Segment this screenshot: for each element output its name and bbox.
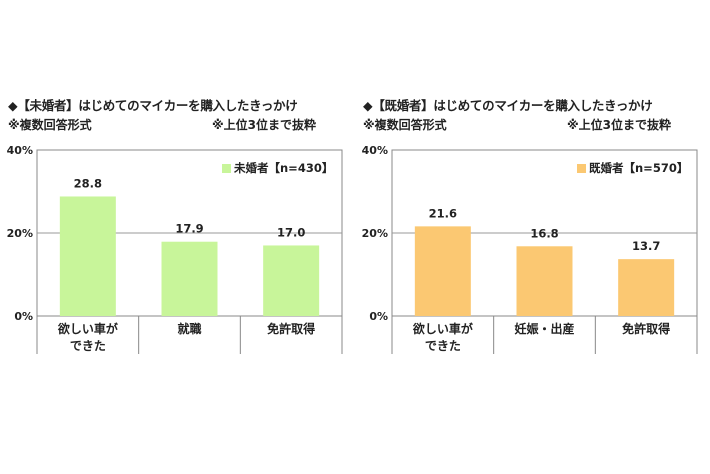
y-tick-label: 40% <box>362 144 388 157</box>
bar <box>414 226 471 316</box>
bar <box>618 259 675 316</box>
data-label: 13.7 <box>632 239 660 253</box>
data-label: 17.0 <box>277 225 305 239</box>
bar <box>161 241 218 316</box>
chart-note-right: ※上位3位まで抜粋 <box>567 118 672 132</box>
data-label: 21.6 <box>429 206 457 220</box>
y-tick-label: 20% <box>362 227 388 240</box>
y-tick-label: 0% <box>369 310 388 323</box>
category-label: できた <box>70 339 106 353</box>
legend-label: 未婚者【n=430】 <box>233 161 333 175</box>
category-label: 妊娠・出産 <box>514 321 574 336</box>
y-tick-label: 40% <box>7 144 33 157</box>
legend-swatch <box>222 164 231 173</box>
category-label: 欲しい車が <box>57 321 118 336</box>
bar <box>263 245 320 316</box>
data-label: 28.8 <box>74 176 102 190</box>
y-tick-label: 0% <box>14 310 33 323</box>
bar <box>59 196 116 316</box>
data-label: 16.8 <box>530 226 558 240</box>
legend-swatch <box>577 164 586 173</box>
data-label: 17.9 <box>175 222 203 236</box>
chart-note-left: ※複数回答形式 <box>363 118 447 132</box>
chart-title: ◆【未婚者】はじめてのマイカーを購入したきっかけ <box>8 98 298 113</box>
chart-note-right: ※上位3位まで抜粋 <box>212 118 317 132</box>
bar <box>516 246 573 316</box>
chart-note-left: ※複数回答形式 <box>8 118 92 132</box>
category-label: 就職 <box>177 321 201 336</box>
category-label: 免許取得 <box>622 321 670 336</box>
chart-title: ◆【既婚者】はじめてのマイカーを購入したきっかけ <box>363 98 653 113</box>
chart-panel-married: ◆【既婚者】はじめてのマイカーを購入したきっかけ ※複数回答形式 ※上位3位まで… <box>355 0 710 474</box>
chart-panel-unmarried: ◆【未婚者】はじめてのマイカーを購入したきっかけ ※複数回答形式 ※上位3位まで… <box>7 98 343 354</box>
category-label: 免許取得 <box>267 321 315 336</box>
category-label: できた <box>425 339 461 353</box>
y-tick-label: 20% <box>7 227 33 240</box>
legend-label: 既婚者【n=570】 <box>589 161 688 175</box>
category-label: 欲しい車が <box>412 321 473 336</box>
